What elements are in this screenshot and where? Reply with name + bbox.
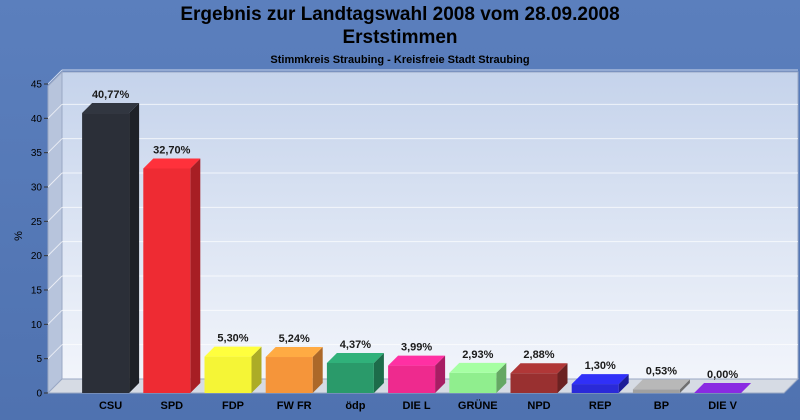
bar-top [265, 347, 323, 358]
gridline-side [47, 275, 63, 291]
gridline-side [47, 206, 63, 222]
y-tick-label: 35 [31, 148, 43, 159]
x-tick-label: NPD [527, 400, 550, 412]
data-label: 40,77% [92, 89, 130, 101]
bar-front [449, 372, 497, 393]
bar-side [679, 379, 690, 393]
data-label: 4,37% [340, 339, 371, 351]
x-tick-label: FW FR [277, 400, 312, 412]
bar-top [632, 379, 690, 390]
bar-die-v [694, 383, 752, 393]
gridline-side [47, 309, 63, 325]
bar-front [571, 384, 619, 393]
bar-csu [82, 103, 140, 394]
gridline-side [47, 103, 63, 119]
x-tick-label: SPD [160, 400, 183, 412]
chart-title: Ergebnis zur Landtagswahl 2008 vom 28.09… [180, 4, 620, 25]
bar-side [496, 362, 507, 393]
bar-front [326, 362, 374, 393]
y-tick-label: 45 [31, 80, 43, 91]
data-label: 0,53% [646, 365, 677, 377]
bar-side [251, 346, 262, 393]
gridline-side [47, 344, 63, 360]
x-tick-label: DIE L [403, 400, 431, 412]
data-label: 3,99% [401, 342, 432, 354]
bar-top [449, 362, 507, 373]
bar-side [190, 158, 201, 393]
y-tick-label: 15 [31, 286, 43, 297]
gridline-side [47, 241, 63, 257]
bar-top [143, 158, 201, 169]
y-tick-label: 30 [31, 183, 43, 194]
bar-side [129, 103, 140, 394]
y-tick-label: 40 [31, 114, 43, 125]
bar-npd [510, 363, 568, 393]
bar-front [143, 168, 191, 393]
bar-top [510, 363, 568, 374]
data-label: 2,93% [462, 349, 493, 361]
gridline-side [47, 172, 63, 188]
bar-side [618, 374, 629, 393]
chart-subtitle: Stimmkreis Straubing - Kreisfreie Stadt … [270, 54, 530, 66]
gridline-side [47, 138, 63, 154]
x-tick-label: DIE V [708, 400, 737, 412]
data-label: 32,70% [153, 144, 191, 156]
bar-fdp [204, 346, 262, 393]
x-tick-label: GRÜNE [458, 399, 498, 412]
bar-spd [143, 158, 201, 393]
bar-front [632, 389, 680, 393]
y-tick-label: 5 [36, 354, 42, 365]
bar-rep [571, 374, 629, 393]
data-label: 1,30% [585, 360, 616, 372]
y-tick-label: 25 [31, 217, 43, 228]
data-label: 5,24% [279, 333, 310, 345]
bar-front [265, 357, 313, 393]
bar-ödp [326, 352, 384, 393]
bar-die-l [388, 355, 446, 393]
x-tick-label: BP [654, 400, 669, 412]
x-tick-label: REP [589, 400, 612, 412]
data-label: 5,30% [217, 333, 248, 345]
y-tick-label: 20 [31, 251, 43, 262]
y-tick-label: 10 [31, 320, 43, 331]
bar-top [326, 352, 384, 363]
data-label: 2,88% [523, 349, 554, 361]
bar-side [435, 355, 446, 393]
x-tick-label: CSU [99, 400, 122, 412]
bar-top [571, 374, 629, 385]
gridline-side [47, 69, 63, 85]
x-tick-label: ödp [345, 400, 365, 412]
x-tick-label: FDP [222, 400, 244, 412]
bar-front [82, 113, 130, 394]
y-tick-label: 0 [36, 389, 42, 400]
bar-side [312, 347, 323, 393]
bar-top [82, 103, 140, 114]
bar-grüne [449, 362, 507, 393]
bar-front [204, 356, 252, 393]
y-axis-label: % [13, 231, 25, 241]
bar-side [557, 363, 568, 393]
chart-title-line2: Erststimmen [342, 27, 458, 48]
bar-side [373, 352, 384, 393]
bar-top [388, 355, 446, 366]
bar-fw-fr [265, 347, 323, 393]
bar-bp [632, 379, 690, 393]
bar-top [694, 383, 752, 393]
bar-front [510, 373, 558, 393]
data-label: 0,00% [707, 369, 738, 381]
bar-top [204, 346, 262, 357]
plot-side-wall [47, 70, 63, 395]
bar-front [388, 365, 436, 393]
